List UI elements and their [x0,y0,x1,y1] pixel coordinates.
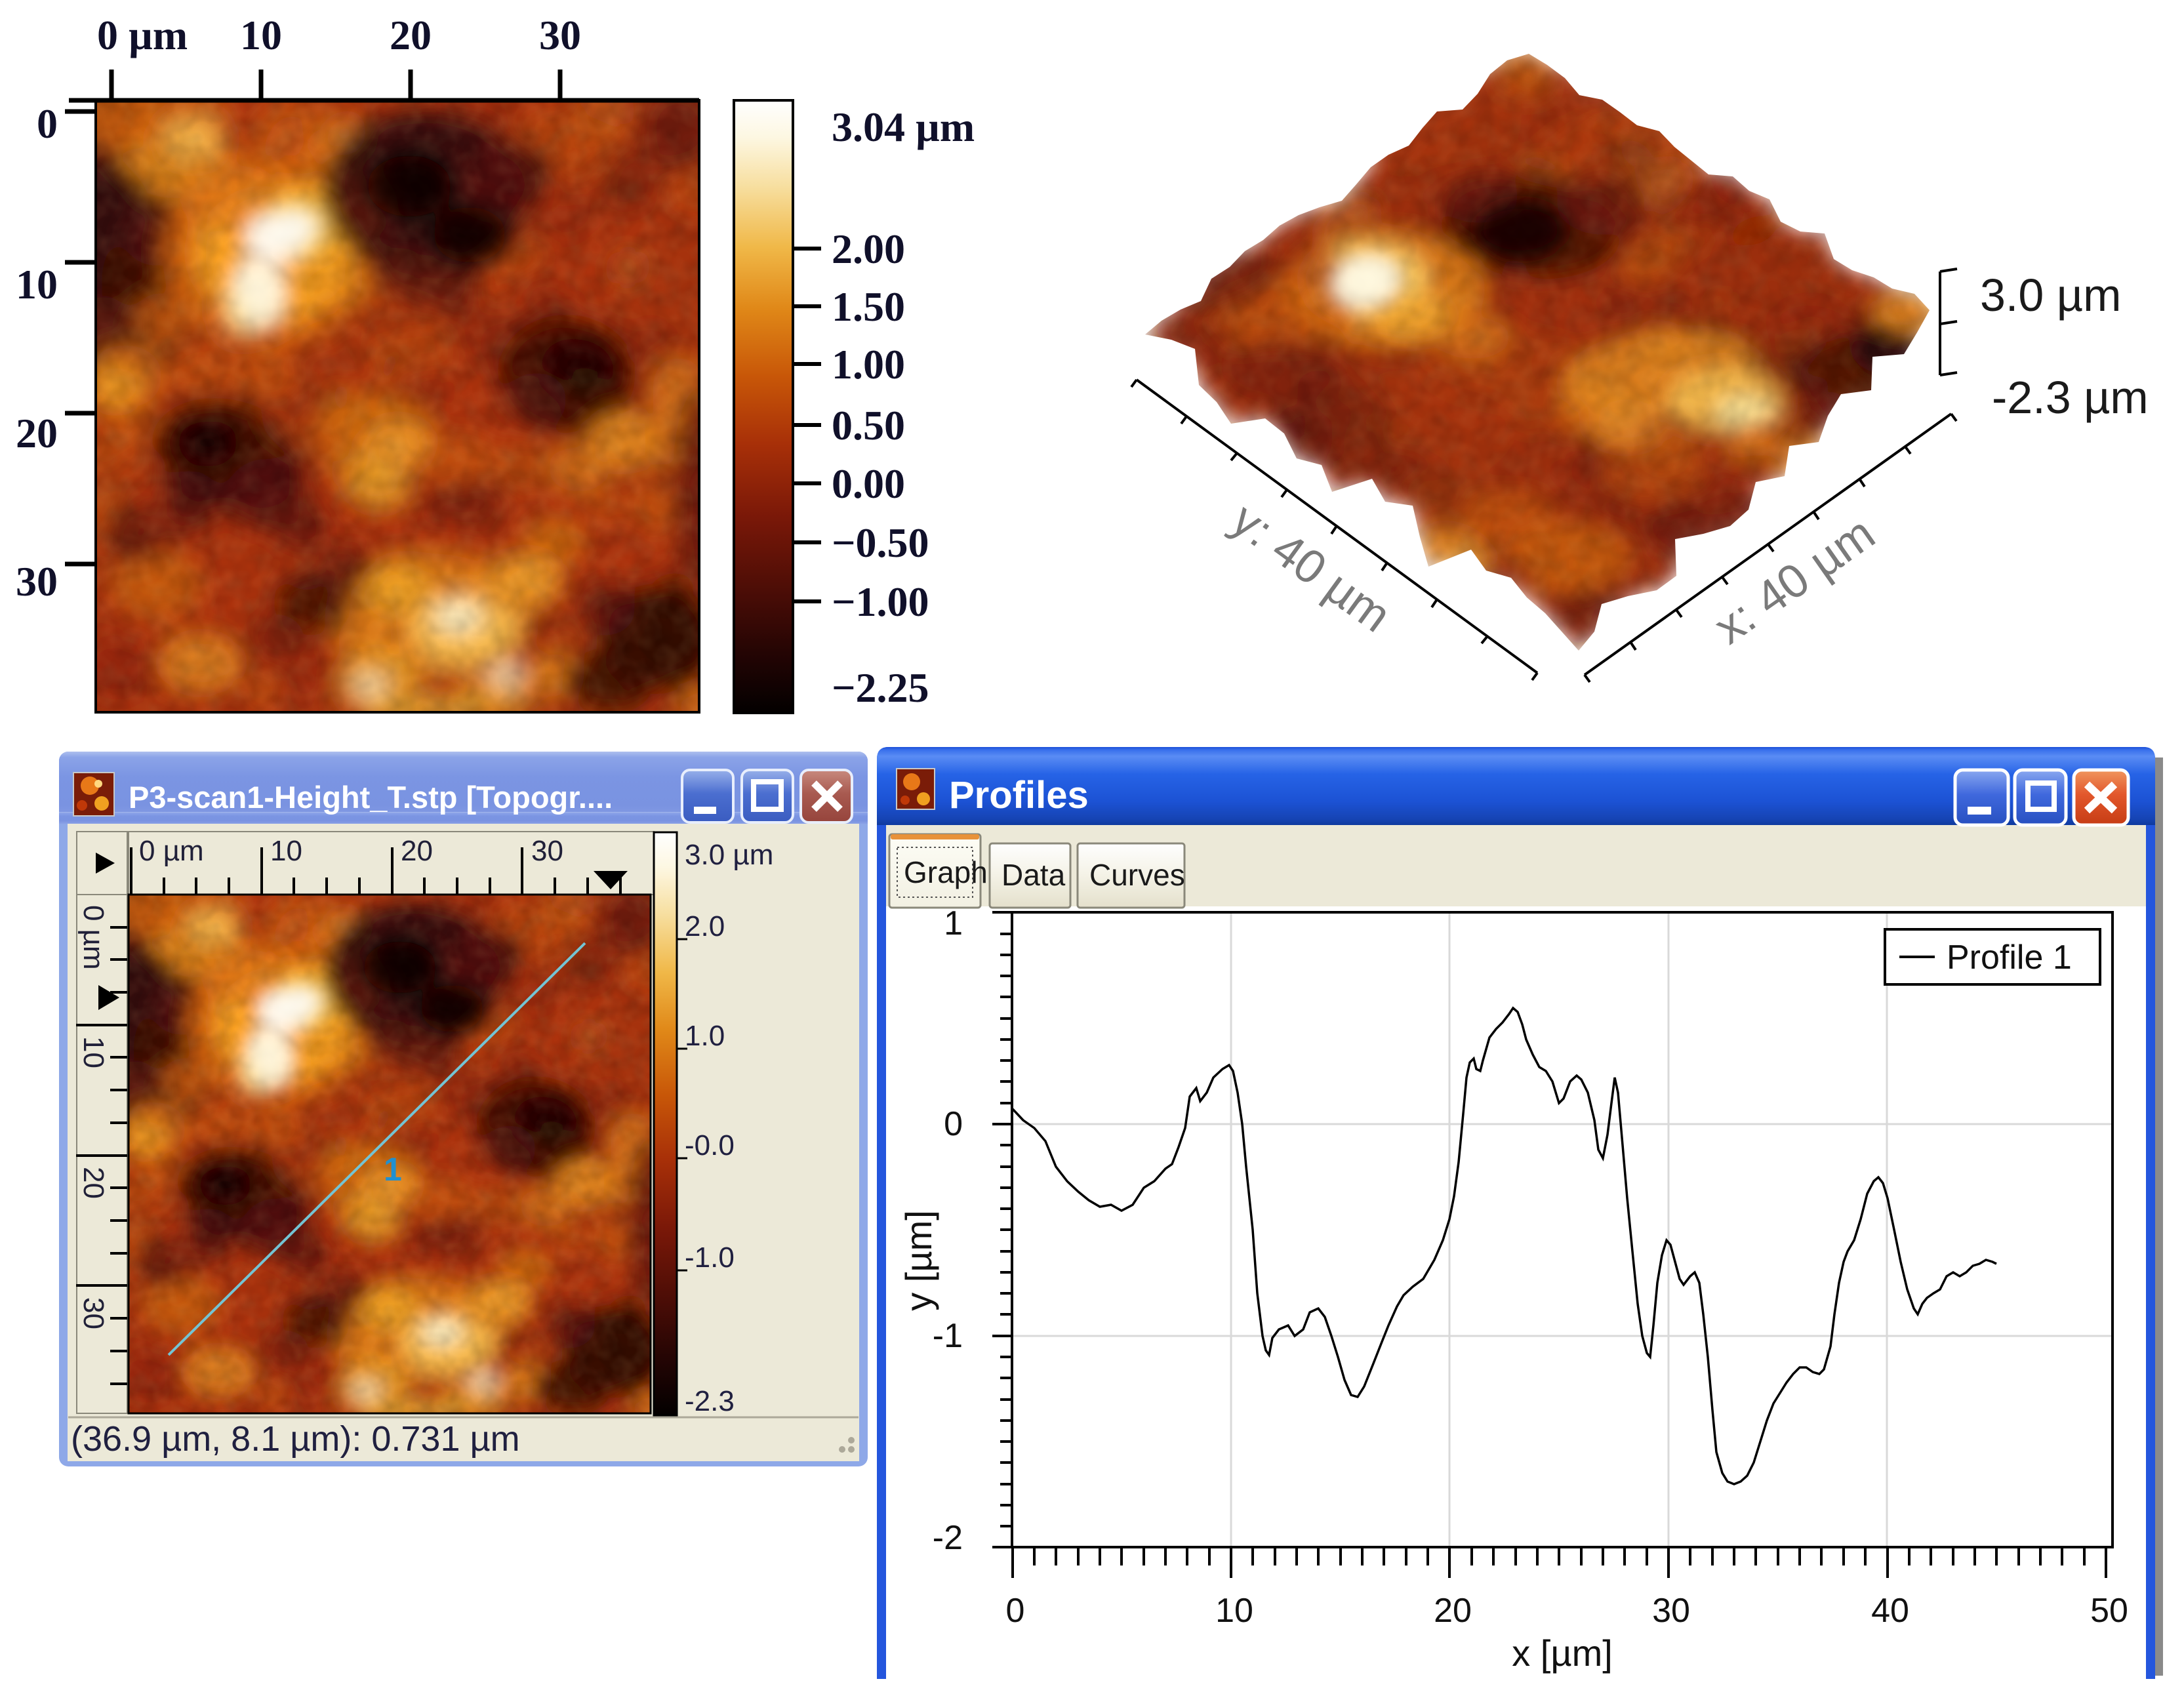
svg-text:−1.00: −1.00 [832,578,929,625]
svg-text:P3-scan1-Height_T.stp [Topogr.: P3-scan1-Height_T.stp [Topogr.... [129,780,613,815]
svg-text:30: 30 [531,835,563,867]
svg-text:30: 30 [16,558,58,605]
svg-text:20: 20 [77,1167,110,1199]
svg-text:-2.3: -2.3 [685,1385,735,1417]
svg-text:Profile 1: Profile 1 [1947,939,2072,977]
svg-text:3.0 µm: 3.0 µm [1980,270,2121,321]
svg-text:0 µm: 0 µm [97,12,188,58]
svg-text:40: 40 [1871,1592,1909,1630]
svg-text:-2: -2 [933,1519,963,1557]
svg-text:10: 10 [1215,1592,1253,1630]
svg-text:10: 10 [240,12,282,58]
svg-text:30: 30 [539,12,581,58]
svg-text:1.50: 1.50 [832,283,905,330]
svg-text:0: 0 [37,100,58,147]
svg-text:20: 20 [390,12,432,58]
svg-text:-0.0: -0.0 [685,1129,735,1161]
svg-text:10: 10 [77,1036,110,1068]
svg-text:30: 30 [1652,1592,1690,1630]
svg-text:1: 1 [944,904,963,942]
svg-text:1.0: 1.0 [685,1020,725,1052]
svg-text:−0.50: −0.50 [832,519,929,566]
svg-text:20: 20 [401,835,433,867]
svg-text:0 µm: 0 µm [77,905,110,970]
svg-text:50: 50 [2090,1592,2128,1630]
svg-text:0.00: 0.00 [832,460,905,507]
svg-text:30: 30 [77,1297,110,1329]
svg-text:20: 20 [1434,1592,1472,1630]
svg-text:−2.25: −2.25 [832,664,929,711]
svg-text:x [µm]: x [µm] [1512,1632,1613,1674]
svg-text:10: 10 [270,835,302,867]
svg-text:0 µm: 0 µm [139,835,204,867]
svg-text:-1: -1 [933,1317,963,1355]
svg-text:-1.0: -1.0 [685,1242,735,1274]
svg-text:Data: Data [1001,858,1066,892]
svg-text:0: 0 [944,1105,963,1143]
svg-text:2.00: 2.00 [832,226,905,272]
svg-text:20: 20 [16,410,58,456]
svg-text:2.0: 2.0 [685,910,725,942]
svg-text:1: 1 [384,1151,402,1188]
svg-text:Curves: Curves [1089,858,1185,892]
svg-text:1.00: 1.00 [832,341,905,388]
svg-text:3.04 µm: 3.04 µm [832,104,975,150]
svg-text:-2.3 µm: -2.3 µm [1992,372,2149,423]
svg-text:3.0 µm: 3.0 µm [685,839,773,871]
svg-text:(36.9 µm, 8.1 µm): 0.731 µm: (36.9 µm, 8.1 µm): 0.731 µm [71,1419,520,1459]
svg-text:Profiles: Profiles [949,774,1089,817]
svg-text:10: 10 [16,261,58,308]
svg-text:0: 0 [1006,1592,1025,1630]
svg-text:0.50: 0.50 [832,402,905,449]
svg-text:Graph: Graph [904,855,988,889]
svg-text:y [µm]: y [µm] [898,1210,939,1311]
